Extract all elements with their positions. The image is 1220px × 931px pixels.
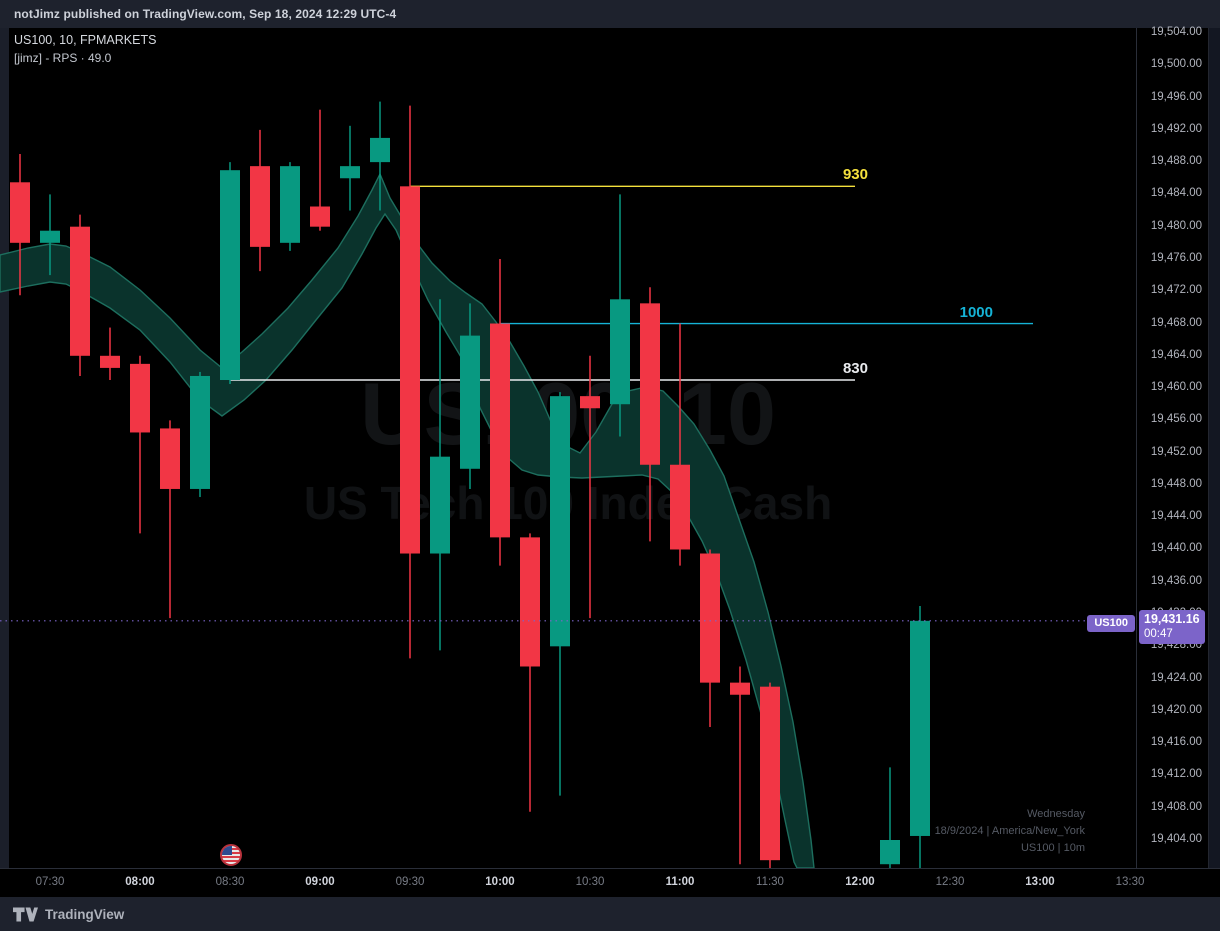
price-tick: 19,452.00 <box>1150 445 1202 458</box>
time-tick: 08:00 <box>125 876 155 888</box>
candle-body <box>730 682 750 695</box>
candle-body <box>40 230 60 243</box>
price-tick: 19,416.00 <box>1150 736 1202 749</box>
price-axis-right-pad <box>1209 28 1220 897</box>
footer-brand[interactable]: TradingView <box>45 906 125 922</box>
price-axis-divider <box>1136 28 1137 897</box>
time-tick: 07:30 <box>35 876 65 888</box>
price-tick: 19,408.00 <box>1150 800 1202 813</box>
candle-body <box>760 686 780 861</box>
ma-ribbon-band <box>0 172 815 868</box>
candle-body <box>880 840 900 865</box>
price-tick: 19,448.00 <box>1150 477 1202 490</box>
price-tick: 19,484.00 <box>1150 187 1202 200</box>
candle-body <box>250 166 270 247</box>
candle-body <box>220 170 240 381</box>
time-tick: 12:00 <box>845 876 875 888</box>
time-tick: 08:30 <box>215 876 245 888</box>
candle-body <box>910 620 930 836</box>
candle-body <box>400 186 420 554</box>
candle-body <box>610 299 630 405</box>
price-tick: 19,444.00 <box>1150 510 1202 523</box>
session-info-box: Wednesday 18/9/2024 | America/New_York U… <box>935 806 1085 857</box>
candle-body <box>100 355 120 368</box>
publish-text: notJimz published on TradingView.com, Se… <box>14 7 397 21</box>
price-tick: 19,480.00 <box>1150 219 1202 232</box>
candle-body <box>340 166 360 179</box>
time-tick: 13:00 <box>1025 876 1055 888</box>
price-tick: 19,468.00 <box>1150 316 1202 329</box>
last-price-value: 19,431.16 <box>1144 612 1200 626</box>
last-price-badge: 19,431.16 00:47 <box>1139 610 1205 644</box>
candle-body <box>700 553 720 683</box>
time-axis[interactable]: 07:30 08:00 08:30 09:00 09:30 10:00 10:30 11:00… <box>0 868 1220 897</box>
legend-indicator-line[interactable]: [jimz] - RPS · 49.0 <box>14 51 112 65</box>
candle-body <box>430 456 450 554</box>
time-tick: 10:00 <box>485 876 515 888</box>
tradingview-logo-icon[interactable] <box>13 906 38 923</box>
candle-body <box>640 303 660 465</box>
bar-countdown: 00:47 <box>1144 628 1173 640</box>
candle-body <box>280 166 300 243</box>
price-tick: 19,412.00 <box>1150 768 1202 781</box>
axis-symbol-badge: US100 <box>1087 615 1135 632</box>
price-tick: 19,424.00 <box>1150 671 1202 684</box>
price-axis[interactable]: 19,504.00 19,500.00 19,496.00 19,492.00 19,4… <box>1136 26 1220 868</box>
candle-body <box>70 226 90 356</box>
time-tick: 12:30 <box>935 876 965 888</box>
candle-body <box>490 323 510 538</box>
candle-body <box>310 206 330 227</box>
candle-body <box>160 428 180 489</box>
footer-bar: TradingView <box>0 897 1220 931</box>
info-day: Wednesday <box>1027 808 1085 820</box>
flag-canton <box>222 846 232 855</box>
candle-body <box>460 335 480 469</box>
price-tick: 19,500.00 <box>1150 58 1202 71</box>
info-symbol-interval: US100 | 10m <box>1020 842 1085 854</box>
price-tick: 19,404.00 <box>1150 833 1202 845</box>
price-tick: 19,460.00 <box>1150 381 1202 394</box>
price-tick: 19,440.00 <box>1150 542 1202 555</box>
price-tick: 19,496.00 <box>1150 90 1202 103</box>
publish-bar: notJimz published on TradingView.com, Se… <box>0 0 1220 28</box>
candlestick-chart[interactable] <box>0 28 1136 868</box>
price-tick: 19,456.00 <box>1150 413 1202 426</box>
price-tick: 19,420.00 <box>1150 703 1202 716</box>
info-date-timezone: 18/9/2024 | America/New_York <box>934 825 1085 837</box>
us-session-flag-icon <box>220 844 242 866</box>
candle-body <box>580 396 600 409</box>
price-axis-right-border <box>1208 28 1209 897</box>
time-tick: 09:00 <box>305 876 335 888</box>
price-tick: 19,436.00 <box>1150 574 1202 587</box>
price-tick: 19,488.00 <box>1150 155 1202 168</box>
price-tick: 19,472.00 <box>1150 284 1202 297</box>
level-label-930[interactable]: 930 <box>842 166 868 184</box>
candle-body <box>370 137 390 163</box>
legend-symbol-line[interactable]: US100, 10, FPMARKETS <box>14 33 157 47</box>
candle-body <box>550 396 570 647</box>
level-label-830[interactable]: 830 <box>842 360 868 377</box>
time-tick: 10:30 <box>575 876 605 888</box>
price-tick: 19,476.00 <box>1150 251 1202 264</box>
candle-body <box>130 363 150 433</box>
candle-body <box>670 464 690 550</box>
price-tick: 19,504.00 <box>1150 26 1202 38</box>
chart-legend[interactable]: US100, 10, FPMARKETS [jimz] - RPS · 49.0 <box>14 33 156 65</box>
price-tick: 19,492.00 <box>1150 122 1202 135</box>
time-tick: 09:30 <box>395 876 425 888</box>
level-label-1000[interactable]: 1000 <box>959 303 993 321</box>
time-tick: 13:30 <box>1115 876 1145 888</box>
candle-body <box>520 537 540 667</box>
price-tick: 19,464.00 <box>1150 348 1202 361</box>
time-tick: 11:00 <box>665 876 695 888</box>
candle-body <box>190 375 210 489</box>
pane-left-border <box>0 28 9 868</box>
time-tick: 11:30 <box>756 876 784 888</box>
candle-body <box>10 182 30 243</box>
